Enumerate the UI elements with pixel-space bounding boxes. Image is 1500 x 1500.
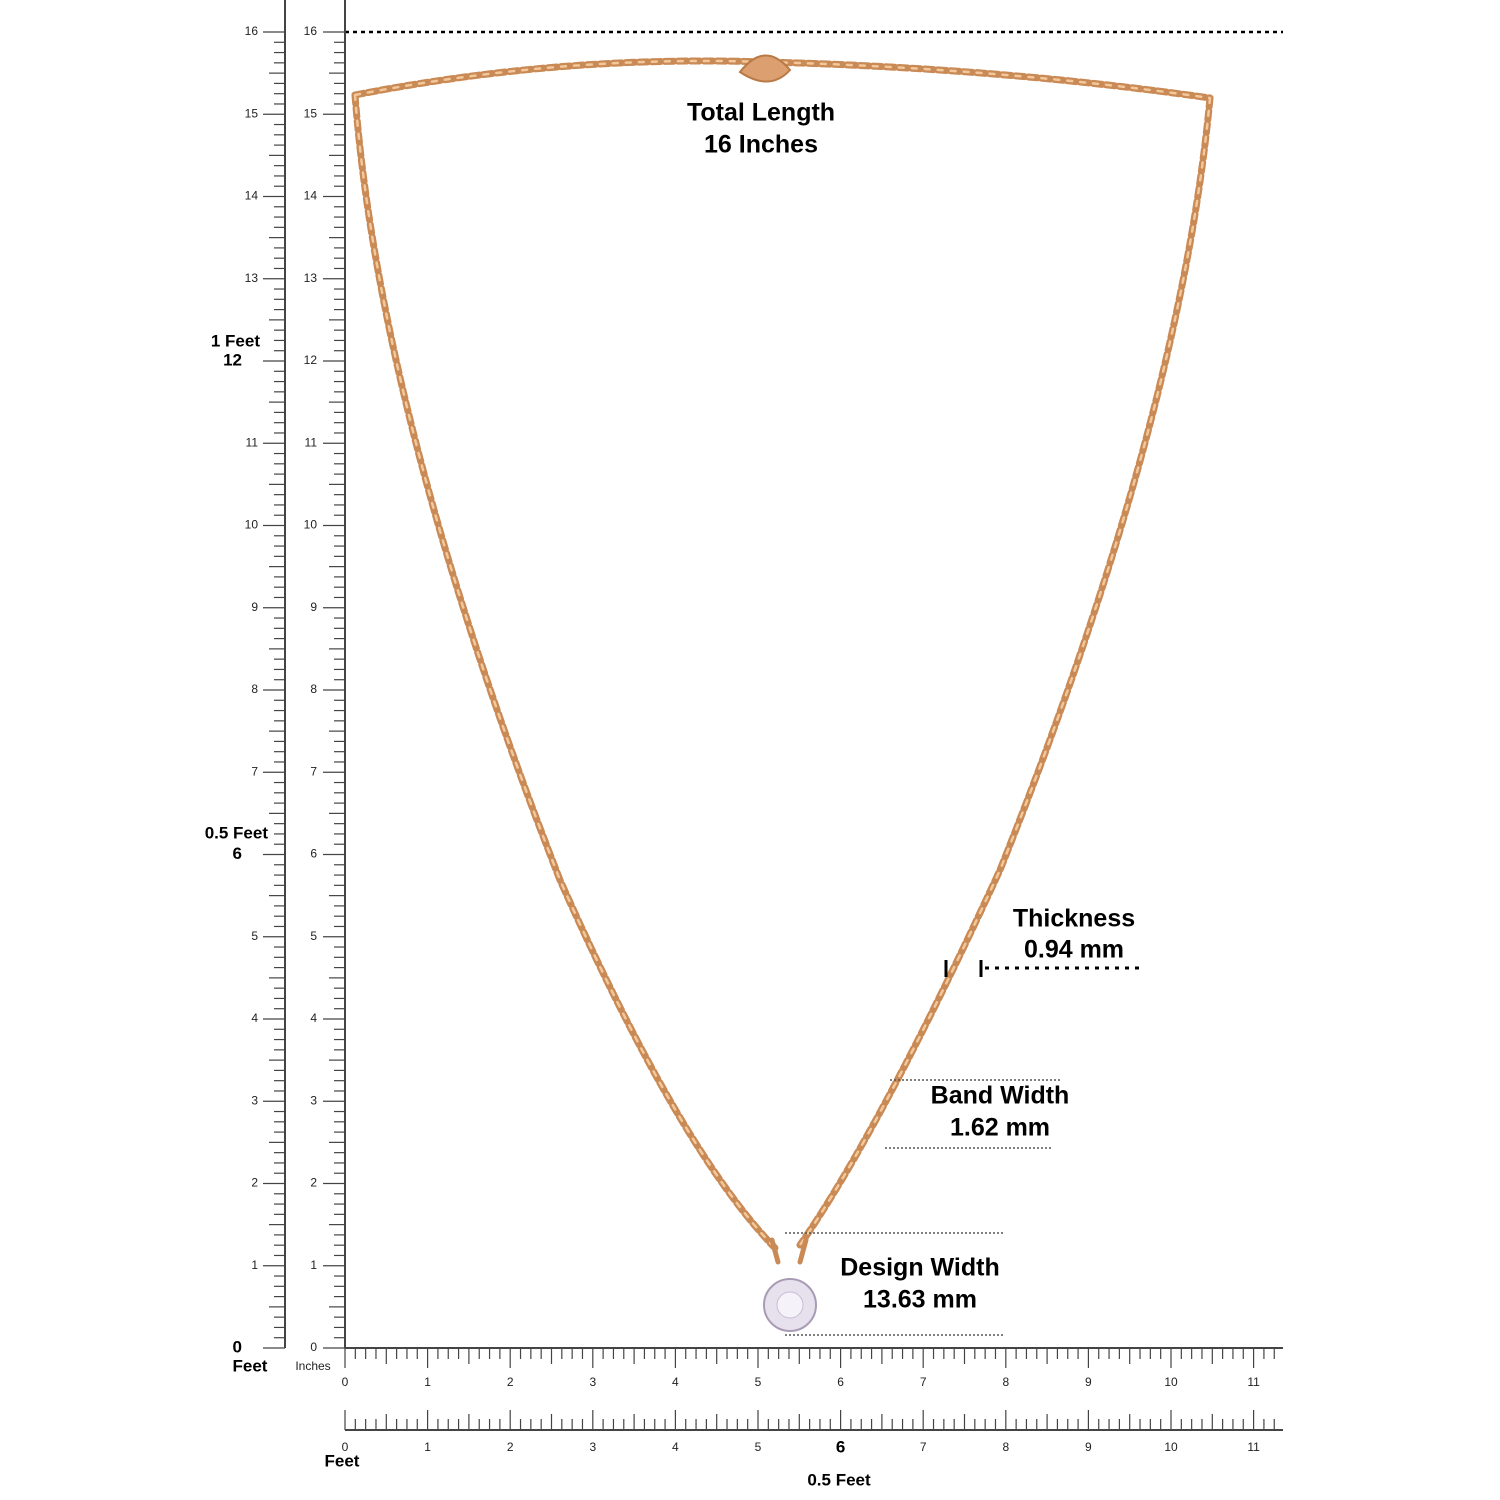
inch-ruler-label: 15: [304, 106, 318, 120]
title: Total Length: [687, 99, 835, 127]
bottom-half-foot: 0.5 Feet: [807, 1470, 871, 1489]
left-ruler-label: 10: [245, 518, 259, 532]
bottom-inch-label: 5: [755, 1375, 762, 1389]
annotation-lines: [785, 960, 1145, 1336]
left-ruler-label: 9: [251, 600, 258, 614]
bottom-inch-label: 10: [1164, 1375, 1178, 1389]
left-ruler-label: 6: [233, 844, 242, 863]
inch-unit: Inches: [295, 1359, 330, 1373]
left-ruler-label: 11: [246, 435, 259, 449]
inch-ruler-label: 7: [310, 764, 317, 778]
inch-ruler-label: 0: [310, 1340, 317, 1354]
inch-ruler-label: 14: [304, 189, 318, 203]
bottom-feet-label: 5: [755, 1440, 762, 1454]
left-ruler-label: 2: [251, 1176, 258, 1190]
design-width-label: Design Width: [840, 1254, 1000, 1282]
bottom-feet-label: 1: [424, 1440, 431, 1454]
inch-ruler-label: 13: [304, 271, 318, 285]
half-foot-label: 0.5 Feet: [205, 823, 269, 842]
total-length: 16 Inches: [704, 131, 818, 159]
bottom-inch-label: 6: [837, 1375, 844, 1389]
left-ruler-label: 14: [245, 189, 259, 203]
bottom-feet-label: 4: [672, 1440, 679, 1454]
necklace: [351, 54, 1214, 1332]
inch-ruler-label: 8: [310, 682, 317, 696]
band-width-label: Band Width: [931, 1082, 1070, 1110]
bottom-inch-label: 8: [1002, 1375, 1009, 1389]
inch-ruler-label: 10: [304, 518, 318, 532]
thickness-value: 0.94 mm: [1024, 936, 1124, 964]
left-ruler-label: 12: [223, 350, 242, 369]
bottom-feet-label: 2: [507, 1440, 514, 1454]
inch-ruler-label: 9: [310, 600, 317, 614]
inch-ruler-label: 16: [304, 24, 318, 38]
thickness-label: Thickness: [1013, 905, 1135, 933]
inch-ruler-label: 6: [310, 847, 317, 861]
bottom-feet-label: 8: [1002, 1440, 1009, 1454]
bottom-feet-label: 9: [1085, 1440, 1092, 1454]
left-ruler-label: 7: [251, 764, 258, 778]
bottom-inch-label: 9: [1085, 1375, 1092, 1389]
inch-ruler-label: 3: [310, 1093, 317, 1107]
bottom-inch-label: 0: [342, 1375, 349, 1389]
bottom-feet-label: 7: [920, 1440, 927, 1454]
inch-ruler-label: 12: [304, 353, 318, 367]
bottom-inch-label: 3: [589, 1375, 596, 1389]
left-ruler-label: 1: [251, 1258, 258, 1272]
bottom-feet-label: 10: [1164, 1440, 1178, 1454]
bottom-inch-label: 4: [672, 1375, 679, 1389]
left-ruler-label: 3: [251, 1093, 258, 1107]
bottom-feet-label: 11: [1247, 1440, 1260, 1454]
left-ruler-label: 13: [245, 271, 259, 285]
bottom-inch-label: 2: [507, 1375, 514, 1389]
left-ruler-label: 0: [233, 1337, 242, 1356]
band-width-value: 1.62 mm: [950, 1114, 1050, 1142]
inch-ruler-label: 1: [310, 1258, 317, 1272]
left-ruler-label: 4: [251, 1011, 258, 1025]
bottom-feet-label: 6: [836, 1437, 845, 1456]
bottom-feet-label: 3: [589, 1440, 596, 1454]
one-foot-label: 1 Feet: [211, 331, 260, 350]
left-ruler-label: 16: [245, 24, 259, 38]
feet-unit: Feet: [325, 1451, 360, 1470]
left-ruler-label: 15: [245, 106, 259, 120]
inch-ruler-label: 5: [310, 929, 317, 943]
left-ruler-label: 5: [251, 929, 258, 943]
bottom-inch-label: 7: [920, 1375, 927, 1389]
bottom-inch-label: 1: [424, 1375, 431, 1389]
bottom-feet-label: 0: [342, 1440, 349, 1454]
bottom-inch-label: 11: [1247, 1375, 1260, 1389]
design-width-value: 13.63 mm: [863, 1286, 977, 1314]
left-ruler-label: 8: [251, 682, 258, 696]
inch-ruler-label: 2: [310, 1176, 317, 1190]
inch-ruler-label: 4: [310, 1011, 317, 1025]
left-unit: Feet: [233, 1356, 268, 1375]
inch-ruler-label: 11: [305, 435, 318, 449]
